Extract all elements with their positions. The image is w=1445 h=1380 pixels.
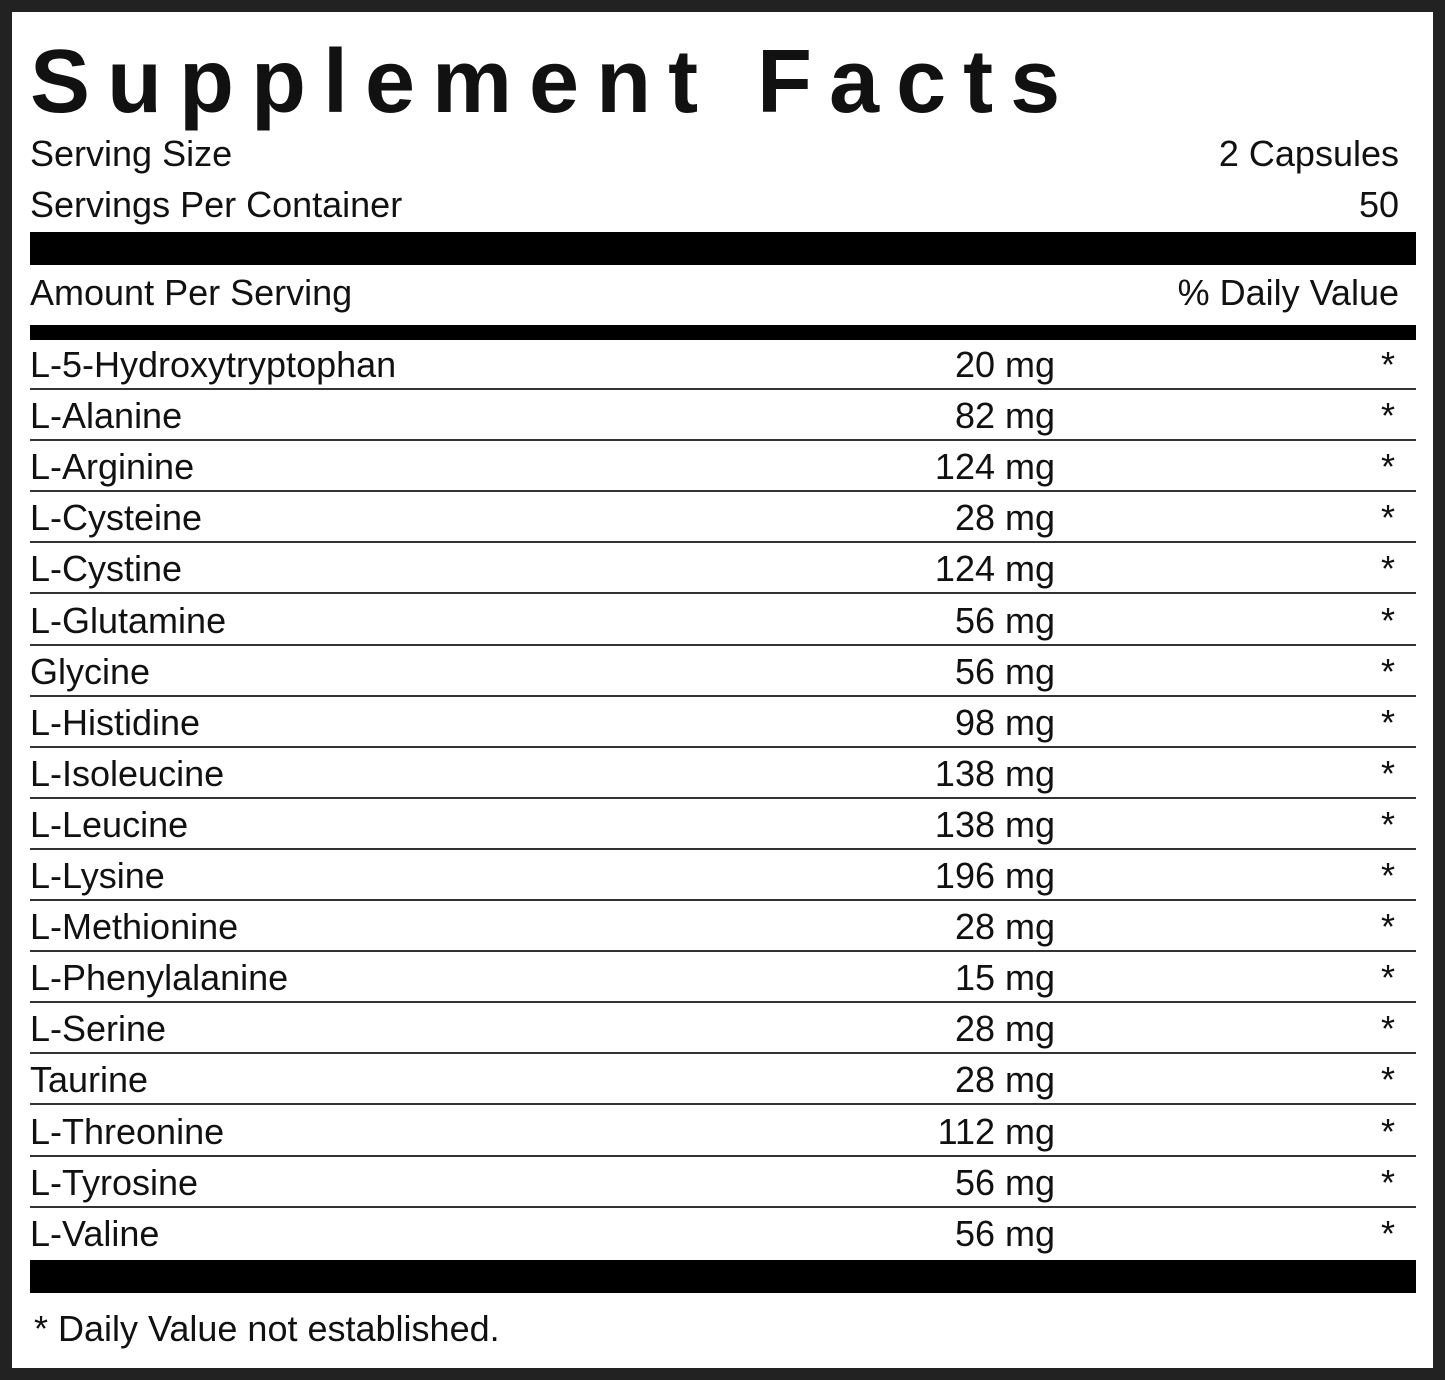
title: Supplement Facts: [30, 32, 1078, 132]
nutrient-name: L-Arginine: [30, 446, 195, 488]
nutrient-name: L-Phenylalanine: [30, 957, 289, 999]
row-divider: [30, 796, 1416, 799]
nutrient-name: L-Valine: [30, 1212, 160, 1254]
row-divider: [30, 1001, 1416, 1004]
nutrient-name: L-Isoleucine: [30, 752, 225, 794]
daily-value: *: [1380, 599, 1395, 641]
daily-value: *: [1380, 548, 1395, 590]
row-divider: [30, 694, 1416, 697]
daily-value: *: [1380, 446, 1395, 488]
daily-value: *: [1380, 957, 1395, 999]
nutrient-amount: 56 mg: [954, 1161, 1055, 1203]
nutrient-amount: 124 mg: [934, 446, 1055, 488]
row-divider: [30, 1052, 1416, 1055]
daily-value: *: [1380, 1110, 1395, 1152]
nutrient-amount: 56 mg: [954, 1212, 1055, 1254]
amount-header: Amount Per Serving: [30, 272, 353, 313]
nutrient-name: L-Glutamine: [30, 599, 227, 641]
footnote: * Daily Value not established.: [34, 1308, 500, 1349]
daily-value: *: [1380, 906, 1395, 948]
row-divider: [30, 899, 1416, 901]
nutrient-name: L-Leucine: [30, 803, 189, 845]
serving-size-label: Serving Size: [30, 133, 233, 174]
nutrient-name: L-Cysteine: [30, 497, 203, 539]
daily-value: *: [1380, 650, 1395, 692]
row-divider: [30, 490, 1416, 493]
daily-value: *: [1380, 344, 1395, 385]
daily-value: *: [1380, 803, 1395, 845]
row-divider: [30, 388, 1416, 390]
nutrient-name: L-Threonine: [30, 1110, 225, 1152]
nutrient-amount: 28 mg: [954, 1059, 1055, 1101]
row-divider: [30, 950, 1416, 953]
nutrient-amount: 82 mg: [954, 395, 1055, 437]
row-divider: [30, 1103, 1416, 1106]
nutrient-name: L-Cystine: [30, 548, 183, 590]
nutrient-amount: 56 mg: [954, 599, 1055, 641]
nutrient-amount: 112 mg: [937, 1110, 1055, 1152]
daily-value: *: [1380, 1008, 1395, 1050]
nutrient-amount: 28 mg: [954, 906, 1055, 948]
row-divider: [30, 745, 1416, 748]
nutrient-amount: 138 mg: [934, 803, 1055, 845]
daily-value: *: [1380, 1212, 1395, 1254]
nutrient-amount: 124 mg: [934, 548, 1055, 590]
row-divider: [30, 541, 1416, 544]
daily-value: *: [1380, 1059, 1395, 1101]
nutrient-amount: 28 mg: [954, 1008, 1055, 1050]
daily-value: *: [1380, 855, 1395, 896]
nutrient-name: L-Methionine: [30, 906, 239, 948]
nutrient-name: L-Lysine: [30, 855, 165, 896]
thick-rule: [30, 1260, 1416, 1293]
thick-rule: [30, 232, 1416, 265]
nutrient-amount: 28 mg: [954, 497, 1055, 539]
nutrient-name: L-Alanine: [30, 395, 183, 437]
nutrient-amount: 15 mg: [954, 957, 1055, 999]
row-divider: [30, 439, 1416, 442]
nutrient-amount: 56 mg: [954, 650, 1055, 692]
medium-rule: [30, 325, 1416, 340]
row-divider: [30, 643, 1416, 646]
daily-value: *: [1380, 1161, 1395, 1203]
nutrient-name: L-Tyrosine: [30, 1161, 199, 1203]
nutrient-name: Taurine: [30, 1059, 149, 1101]
nutrient-amount: 138 mg: [934, 752, 1055, 794]
nutrient-name: L-Serine: [30, 1008, 167, 1050]
daily-value-header: % Daily Value: [1177, 272, 1399, 313]
nutrient-amount: 20 mg: [954, 344, 1055, 385]
nutrient-amount: 196 mg: [934, 855, 1055, 896]
daily-value: *: [1380, 497, 1395, 539]
nutrient-name: L-5-Hydroxytryptophan: [30, 344, 397, 385]
row-divider: [30, 1154, 1416, 1157]
nutrient-amount: 98 mg: [954, 701, 1055, 743]
servings-per-container-label: Servings Per Container: [30, 184, 403, 225]
row-divider: [30, 847, 1416, 850]
servings-per-container-value: 50: [1358, 184, 1399, 225]
nutrient-name: Glycine: [30, 650, 151, 692]
row-divider: [30, 1205, 1416, 1208]
daily-value: *: [1380, 395, 1395, 437]
row-divider: [30, 592, 1416, 595]
daily-value: *: [1380, 752, 1395, 794]
daily-value: *: [1380, 701, 1395, 743]
serving-size-value: 2 Capsules: [1218, 133, 1399, 174]
nutrient-name: L-Histidine: [30, 701, 201, 743]
